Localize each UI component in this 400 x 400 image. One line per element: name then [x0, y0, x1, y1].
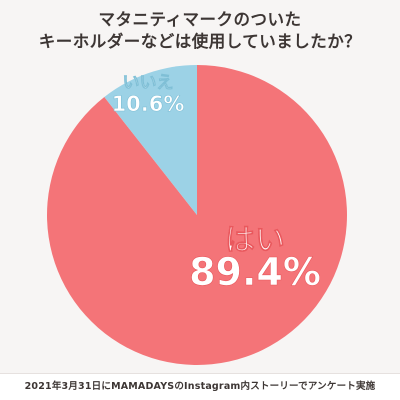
- slice-label-yes: はい: [225, 223, 285, 258]
- chart-title-line1: マタニティマークのついた: [98, 10, 302, 29]
- survey-footnote: 2021年3月31日にMAMADAYSのInstagram内ストーリーでアンケー…: [0, 373, 400, 400]
- slice-value-yes: 89.4%: [189, 250, 321, 294]
- chart-title-line2: キーホルダーなどは使用していましたか？: [38, 32, 362, 51]
- pie-slice-yes: [47, 65, 348, 366]
- pie-slice-no: [104, 65, 197, 215]
- slice-value-no: 10.6%: [112, 92, 185, 116]
- slice-label-no: いいえ: [123, 73, 174, 93]
